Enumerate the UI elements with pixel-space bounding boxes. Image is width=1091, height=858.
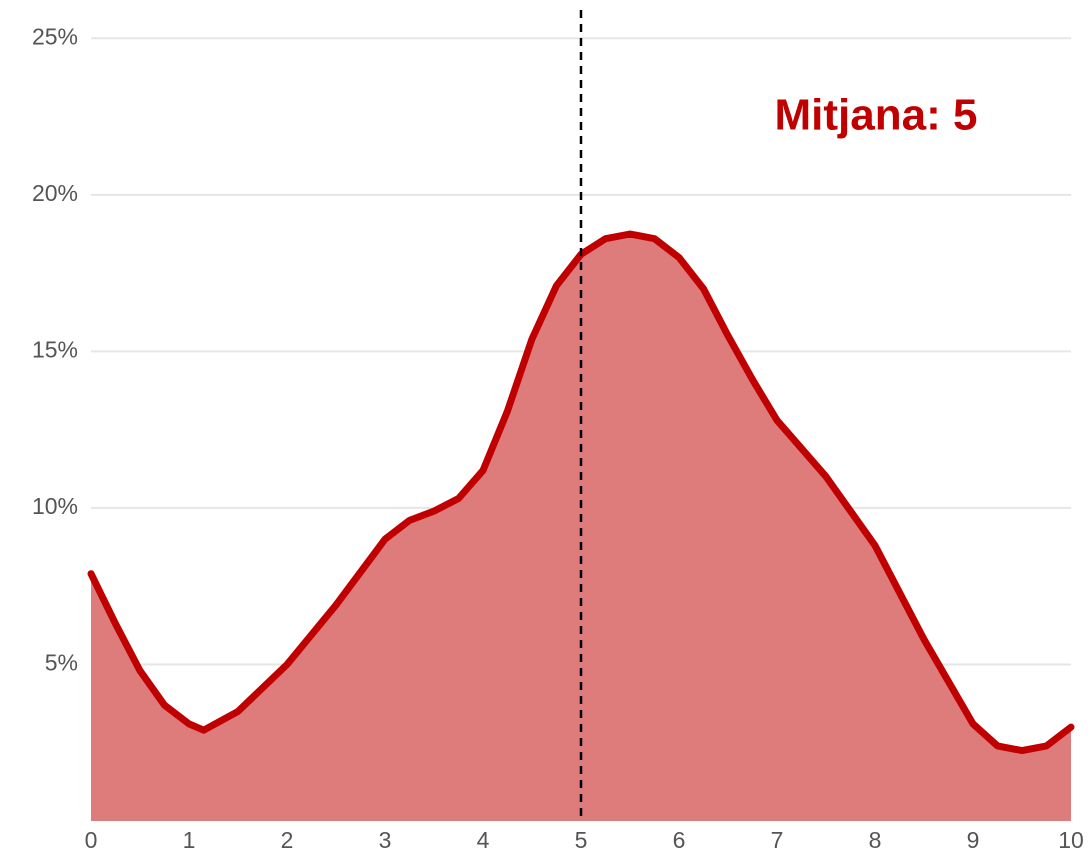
y-tick-label: 25% xyxy=(32,23,78,49)
y-tick-label: 15% xyxy=(32,336,78,362)
area xyxy=(91,234,1071,821)
x-tick-label: 6 xyxy=(673,827,686,853)
x-tick-label: 9 xyxy=(967,827,980,853)
y-tick-label: 10% xyxy=(32,493,78,519)
x-tick-label: 7 xyxy=(771,827,784,853)
x-tick-label: 1 xyxy=(183,827,196,853)
x-tick-label: 2 xyxy=(281,827,294,853)
y-tick-label: 5% xyxy=(45,650,78,676)
annotation: Mitjana: 5 xyxy=(775,91,978,140)
y-tick-label: 20% xyxy=(32,180,78,206)
x-tick-label: 10 xyxy=(1058,827,1084,853)
line xyxy=(87,230,1075,755)
x-tick-label: 4 xyxy=(477,827,490,853)
x-tick-label: 0 xyxy=(85,827,98,853)
x-tick-label: 5 xyxy=(575,827,588,853)
x-tick-label: 3 xyxy=(379,827,392,853)
x-tick-label: 8 xyxy=(869,827,882,853)
